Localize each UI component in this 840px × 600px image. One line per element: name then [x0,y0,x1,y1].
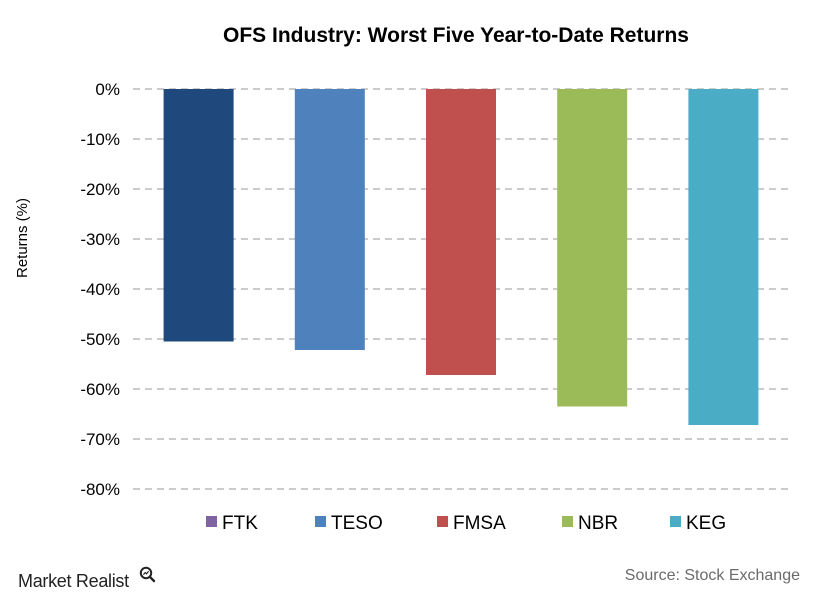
legend-swatch-nbr [562,516,573,527]
legend: FTK TESO FMSA NBR KEG [206,513,726,534]
y-tick-label: -30% [80,230,120,249]
y-tick-label: -40% [80,280,120,299]
legend-swatch-ftk [206,516,217,527]
bar-teso [294,89,365,350]
y-tick-label: -20% [80,180,120,199]
legend-swatch-keg [670,516,681,527]
y-tick-label: -70% [80,430,120,449]
y-axis-label: Returns (%) [14,198,31,278]
legend-label-teso: TESO [331,513,383,534]
footer-brand: Market Realist [18,566,156,591]
bar-ftk [163,89,234,342]
legend-label-ftk: FTK [222,513,258,534]
magnifier-icon [139,566,156,583]
brand-name: Market Realist [18,571,129,591]
bars [163,89,759,425]
y-tick-label: 0% [95,80,120,99]
y-tick-label: -10% [80,130,120,149]
y-axis-ticks: 0% -10% -20% -30% -40% -50% -60% -70% -80% [80,80,120,499]
y-tick-label: -50% [80,330,120,349]
chart-title: OFS Industry: Worst Five Year-to-Date Re… [223,24,689,47]
bar-keg [688,89,759,425]
y-tick-label: -60% [80,380,120,399]
bar-fmsa [426,89,496,375]
legend-label-fmsa: FMSA [453,513,506,534]
legend-label-keg: KEG [686,513,726,534]
y-tick-label: -80% [80,480,120,499]
legend-label-nbr: NBR [578,513,618,534]
source-note: Source: Stock Exchange [625,567,800,584]
legend-swatch-fmsa [437,516,448,527]
bar-nbr [557,89,628,407]
legend-swatch-teso [315,516,326,527]
